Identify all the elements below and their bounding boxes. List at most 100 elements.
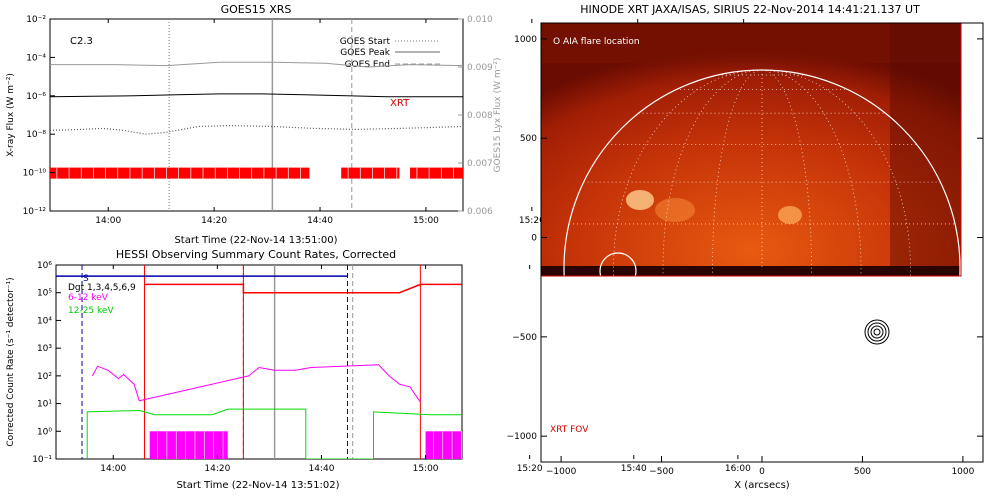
goes-x-tick-label: 15:00 [413, 216, 439, 226]
hessi-series-line [91, 364, 421, 403]
hessi-x-tick-label: 14:20 [204, 464, 230, 474]
hessi-x-tick-label: 15:40 [621, 464, 647, 474]
goes-x-tick-label: 15:20 [519, 216, 545, 226]
flare-contour-1 [864, 319, 890, 345]
xrt-image-background [541, 23, 961, 276]
xrt-xlabel: X (arcsecs) [734, 480, 790, 491]
xrt-image-upper-band [541, 23, 961, 63]
goes-y-right-tick-label: 0.009 [467, 63, 493, 73]
xrt-coverage-bar [410, 167, 463, 179]
goes-y-right-tick-label: 0.010 [467, 15, 493, 25]
hessi-y-tick-label: 10² [37, 372, 52, 382]
goes-xlabel: Start Time (22-Nov-14 13:51:00) [174, 235, 337, 246]
hessi-xlabel: Start Time (22-Nov-14 13:51:02) [176, 480, 339, 491]
goes-y-tick-label: 10⁻¹⁰ [23, 169, 47, 179]
hessi-x-tick-label: 14:40 [308, 464, 334, 474]
xrt-panel: HINODE XRT JAXA/ISAS, SIRIUS 22-Nov-2014… [507, 3, 984, 491]
hessi-legend: S Dgt 1,3,4,5,6,9 6-12 keV 12-25 keV [68, 274, 136, 316]
goes-class-label: C2.3 [70, 36, 93, 47]
xrt-x-tick-label: −1000 [546, 467, 577, 477]
hessi-series-line [144, 283, 462, 294]
goes-x-tick-label: 14:00 [95, 216, 121, 226]
goes-series-line [50, 61, 463, 68]
aia-flare-location-marker [599, 252, 637, 276]
xrt-x-tick-label: −500 [649, 467, 674, 477]
goes-ylabel-right: GOES15 Lyx Flux (W m⁻²) [493, 58, 503, 173]
xrt-y-tick-label: 1000 [514, 35, 537, 45]
hessi-plot-content [56, 265, 462, 459]
hessi-x-tick-label: 15:20 [517, 464, 543, 474]
hessi-axes: 14:00 14:20 14:40 15:00 15:20 15:40 16:00 10⁶ 10… [32, 261, 751, 474]
grid-meridian [712, 69, 763, 276]
xrt-limb [563, 69, 961, 276]
xrt-active-region-3 [655, 198, 695, 222]
hessi-legend-s: S [83, 274, 89, 284]
goes-y-right-tick-label: 0.006 [467, 207, 493, 217]
hessi-x-tick-label: 16:00 [725, 464, 751, 474]
goes-legend-start: GOES Start [340, 37, 391, 47]
xrt-title: HINODE XRT JAXA/ISAS, SIRIUS 22-Nov-2014… [580, 3, 920, 16]
hessi-title: HESSI Observing Summary Count Rates, Cor… [116, 248, 396, 261]
goes-legend-peak: GOES Peak [340, 48, 390, 58]
xrt-x-tick-label: 1000 [951, 467, 974, 477]
goes-ylabel: X-ray Flux (W m⁻²) [6, 73, 16, 157]
hessi-y-tick-label: 10¹ [37, 400, 52, 410]
grid-meridian [761, 69, 812, 276]
hessi-legend-low: 6-12 keV [68, 293, 109, 303]
hessi-series-line [86, 408, 462, 459]
hessi-bar [425, 431, 462, 459]
xrt-y-tick-label: −500 [512, 333, 537, 343]
xrt-active-region-1 [626, 190, 654, 210]
xrt-y-tick-label: 500 [520, 134, 537, 144]
xrt-x-tick-label: 0 [759, 467, 765, 477]
goes-plot-frame [49, 18, 464, 212]
grid-meridian [662, 69, 763, 276]
goes-y-tick-label: 10⁻² [26, 15, 46, 25]
hessi-bar [149, 431, 228, 459]
goes-xrt-label: XRT [390, 98, 410, 109]
xrt-image-bottom-edge [541, 266, 961, 276]
flare-contours [864, 319, 890, 345]
hessi-y-tick-label: 10³ [37, 344, 52, 354]
goes-y-tick-label: 10⁻⁴ [26, 53, 46, 63]
xrt-x-tick-label: 500 [854, 467, 871, 477]
goes-y-tick-label: 10⁻⁶ [26, 92, 46, 102]
hessi-y-tick-label: 10⁴ [37, 316, 52, 326]
hessi-ylabel: Corrected Count Rate (s⁻¹ detector⁻¹) [6, 277, 16, 446]
hessi-y-tick-label: 10⁻¹ [32, 455, 52, 465]
xrt-image [541, 23, 961, 276]
hessi-y-tick-label: 10⁰ [37, 427, 52, 437]
hessi-x-tick-label: 15:00 [413, 464, 439, 474]
flare-contour-4 [873, 328, 881, 336]
goes-xrs-panel: GOES15 XRS C2.3 XRT GOES Start GOES Peak… [6, 3, 757, 246]
hessi-x-tick-label: 14:00 [100, 464, 126, 474]
goes-legend: GOES Start GOES Peak GOES End [340, 37, 440, 70]
xrt-coverage-bar [50, 167, 310, 179]
xrt-fov-label: XRT FOV [550, 425, 589, 435]
goes-y-tick-label: 10⁻⁸ [26, 130, 46, 140]
goes-y-right-tick-label: 0.007 [467, 159, 493, 169]
flare-contour-2 [867, 322, 887, 342]
aia-flare-label: O AIA flare location [553, 37, 640, 47]
goes-title: GOES15 XRS [221, 3, 292, 16]
flare-contour-3 [870, 325, 884, 339]
hessi-legend-high: 12-25 keV [68, 306, 114, 316]
xrt-active-region-2 [778, 206, 802, 224]
goes-x-tick-label: 14:40 [307, 216, 333, 226]
grid-meridian [761, 69, 862, 276]
hessi-legend-dgt: Dgt 1,3,4,5,6,9 [68, 283, 136, 293]
goes-y-right-tick-label: 0.008 [467, 111, 493, 121]
goes-series-line [50, 124, 463, 135]
hessi-plot-frame [55, 264, 463, 460]
hessi-y-tick-label: 10⁵ [37, 289, 52, 299]
goes-legend-end: GOES End [345, 60, 390, 70]
hessi-panel: HESSI Observing Summary Count Rates, Cor… [6, 248, 751, 491]
xrt-y-tick-label: −1000 [507, 432, 538, 442]
xrt-axes: −1000 −500 0 500 1000 1000 500 0 −500 −1000 [507, 35, 983, 477]
goes-plot-content [50, 19, 463, 211]
hessi-y-tick-label: 10⁶ [37, 261, 52, 271]
xrt-coverage-bar [341, 167, 400, 179]
xrt-heliographic-grid [563, 69, 961, 276]
goes-series-line [50, 93, 463, 98]
